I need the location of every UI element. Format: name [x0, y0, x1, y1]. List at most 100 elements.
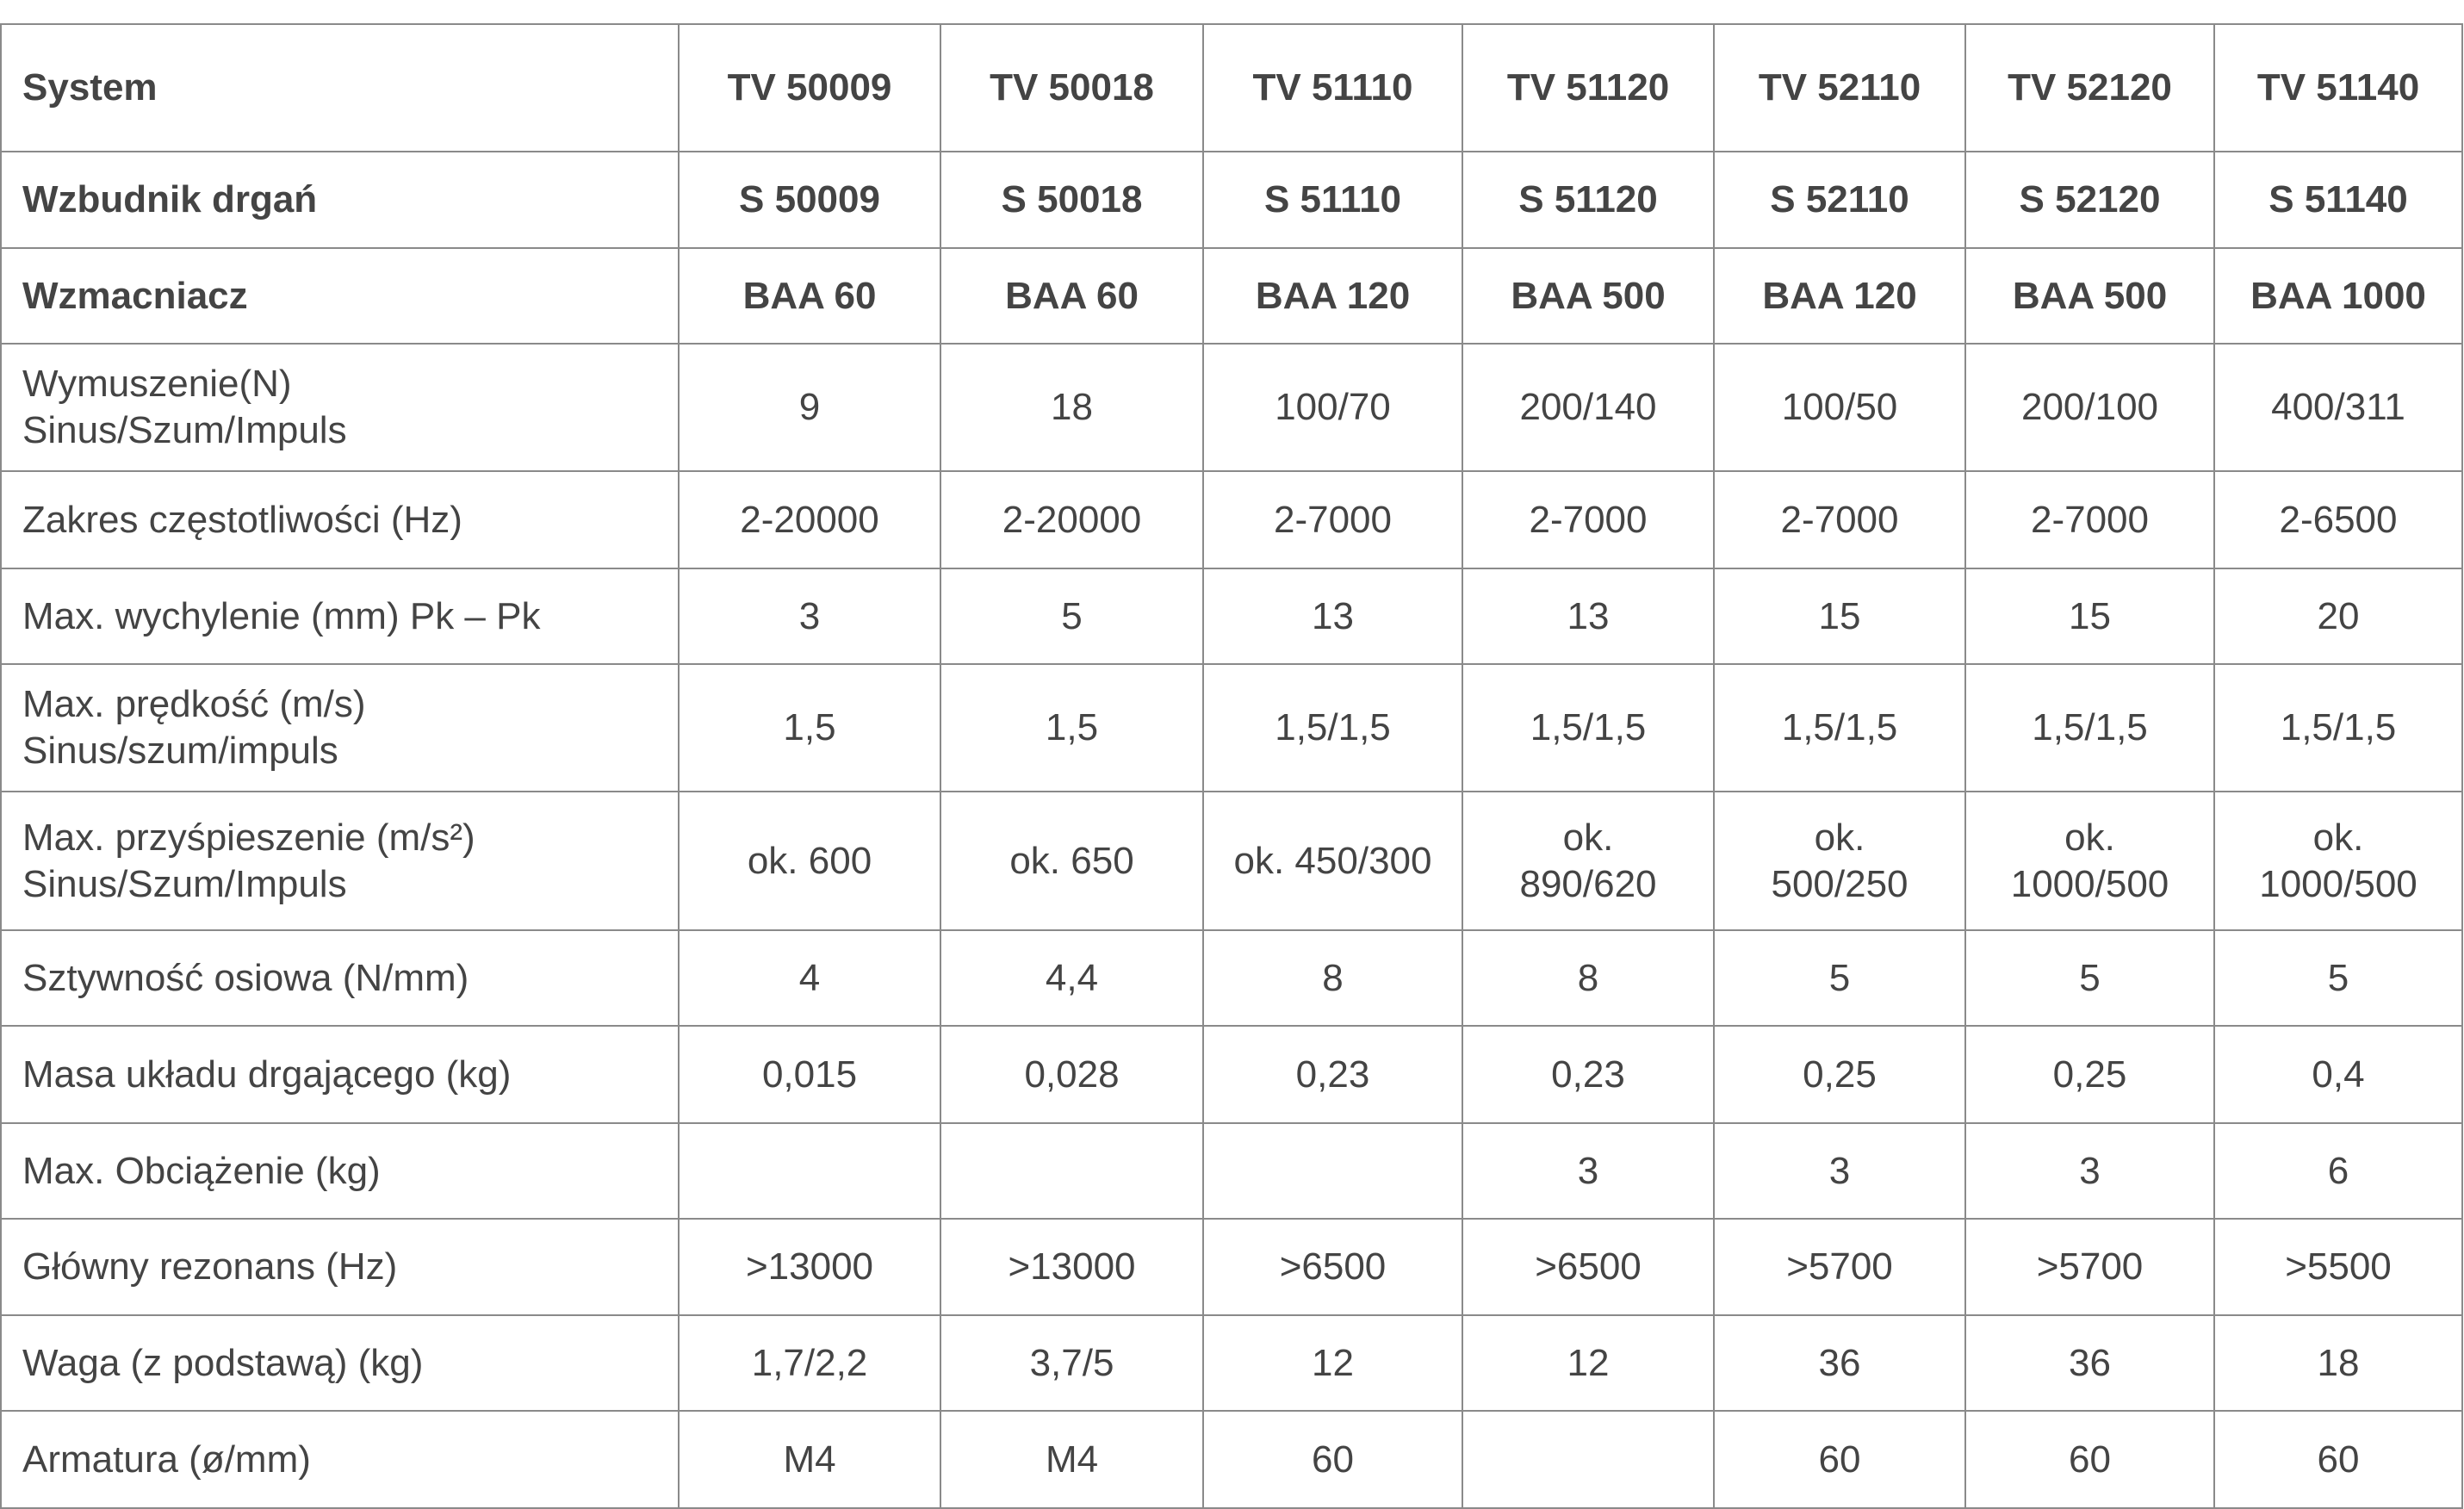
- cell: 60: [1713, 1410, 1966, 1509]
- cell: BAA 1000: [2213, 247, 2463, 345]
- row-label: Zakres częstotliwości (Hz): [0, 470, 680, 569]
- cell: BAA 120: [1713, 247, 1966, 345]
- table-row: Max. prędkość (m/s) Sinus/szum/impuls 1,5…: [0, 663, 2463, 792]
- cell: 5: [1713, 929, 1966, 1027]
- cell: ok. 1000/500: [2213, 791, 2463, 931]
- cell: S 52110: [1713, 151, 1966, 249]
- cell: 1,5/1,5: [1202, 663, 1463, 792]
- cell: 2-7000: [1713, 470, 1966, 569]
- table-body: System TV 50009 TV 50018 TV 51110 TV 51120 TV…: [0, 23, 2463, 1509]
- cell: 2-20000: [940, 470, 1204, 569]
- table-row: Waga (z podstawą) (kg) 1,7/2,2 3,7/5 12 12 36…: [0, 1314, 2463, 1412]
- cell: 20: [2213, 568, 2463, 665]
- row-label: Max. prędkość (m/s) Sinus/szum/impuls: [0, 663, 680, 792]
- row-label: Wzbudnik drgań: [0, 151, 680, 249]
- cell: 100/50: [1713, 343, 1966, 472]
- cell: 0,23: [1462, 1025, 1715, 1124]
- cell: 36: [1964, 1314, 2215, 1412]
- cell: 1,5/1,5: [2213, 663, 2463, 792]
- cell: 60: [1964, 1410, 2215, 1509]
- cell: 12: [1462, 1314, 1715, 1412]
- cell: 3: [678, 568, 941, 665]
- cell: ok. 1000/500: [1964, 791, 2215, 931]
- cell: TV 50009: [678, 23, 941, 152]
- cell: M4: [940, 1410, 1204, 1509]
- cell: S 51140: [2213, 151, 2463, 249]
- cell: 13: [1462, 568, 1715, 665]
- cell: BAA 60: [940, 247, 1204, 345]
- cell: 1,5: [940, 663, 1204, 792]
- cell: 60: [2213, 1410, 2463, 1509]
- cell: 0,25: [1964, 1025, 2215, 1124]
- cell: BAA 120: [1202, 247, 1463, 345]
- row-label: Waga (z podstawą) (kg): [0, 1314, 680, 1412]
- cell: >5700: [1964, 1218, 2215, 1316]
- cell: S 50018: [940, 151, 1204, 249]
- cell: ok. 450/300: [1202, 791, 1463, 931]
- cell: 13: [1202, 568, 1463, 665]
- cell: BAA 60: [678, 247, 941, 345]
- cell: S 51120: [1462, 151, 1715, 249]
- cell: S 50009: [678, 151, 941, 249]
- cell: >6500: [1462, 1218, 1715, 1316]
- row-label: Armatura (ø/mm): [0, 1410, 680, 1509]
- cell: >13000: [678, 1218, 941, 1316]
- cell: S 52120: [1964, 151, 2215, 249]
- table-row: Masa układu drgającego (kg) 0,015 0,028 0,2…: [0, 1025, 2463, 1124]
- cell: M4: [678, 1410, 941, 1509]
- header-row: System TV 50009 TV 50018 TV 51110 TV 51120 TV…: [0, 23, 2463, 152]
- cell: 100/70: [1202, 343, 1463, 472]
- cell: [1202, 1122, 1463, 1220]
- cell: >5700: [1713, 1218, 1966, 1316]
- cell: 1,5: [678, 663, 941, 792]
- row-label: Masa układu drgającego (kg): [0, 1025, 680, 1124]
- cell: S 51110: [1202, 151, 1463, 249]
- cell: 8: [1202, 929, 1463, 1027]
- cell: 400/311: [2213, 343, 2463, 472]
- table-row: Główny rezonans (Hz) >13000 >13000 >6500 >65…: [0, 1218, 2463, 1316]
- table-row: Wymuszenie(N) Sinus/Szum/Impuls 9 18 100/70…: [0, 343, 2463, 472]
- cell: 2-7000: [1964, 470, 2215, 569]
- table-row: Max. Obciążenie (kg) 3 3 3 6: [0, 1122, 2463, 1220]
- cell: 2-7000: [1202, 470, 1463, 569]
- cell: 1,5/1,5: [1462, 663, 1715, 792]
- cell: 4,4: [940, 929, 1204, 1027]
- cell: 1,5/1,5: [1713, 663, 1966, 792]
- cell: 0,25: [1713, 1025, 1966, 1124]
- row-label: Sztywność osiowa (N/mm): [0, 929, 680, 1027]
- table-row: Max. przyśpieszenie (m/s²) Sinus/Szum/Im…: [0, 791, 2463, 931]
- cell: 12: [1202, 1314, 1463, 1412]
- table-row: Max. wychylenie (mm) Pk – Pk 3 5 13 13 15 15 20: [0, 568, 2463, 665]
- cell: TV 52110: [1713, 23, 1966, 152]
- cell: 3: [1964, 1122, 2215, 1220]
- table-row: Wzmacniacz BAA 60 BAA 60 BAA 120 BAA 500 BAA …: [0, 247, 2463, 345]
- cell: ok. 650: [940, 791, 1204, 931]
- cell: BAA 500: [1462, 247, 1715, 345]
- table-row: Sztywność osiowa (N/mm) 4 4,4 8 8 5 5 5: [0, 929, 2463, 1027]
- cell: 8: [1462, 929, 1715, 1027]
- cell: 60: [1202, 1410, 1463, 1509]
- cell: >13000: [940, 1218, 1204, 1316]
- cell: 36: [1713, 1314, 1966, 1412]
- cell: 200/100: [1964, 343, 2215, 472]
- cell: ok. 500/250: [1713, 791, 1966, 931]
- cell: ok. 890/620: [1462, 791, 1715, 931]
- cell: TV 51110: [1202, 23, 1463, 152]
- cell: 200/140: [1462, 343, 1715, 472]
- cell: 5: [2213, 929, 2463, 1027]
- cell: 3: [1713, 1122, 1966, 1220]
- row-label: Max. przyśpieszenie (m/s²) Sinus/Szum/Im…: [0, 791, 680, 931]
- table-row: Zakres częstotliwości (Hz) 2-20000 2-20000…: [0, 470, 2463, 569]
- cell: 1,7/2,2: [678, 1314, 941, 1412]
- cell: >5500: [2213, 1218, 2463, 1316]
- cell: 4: [678, 929, 941, 1027]
- cell: 3: [1462, 1122, 1715, 1220]
- cell: 0,4: [2213, 1025, 2463, 1124]
- cell: 0,23: [1202, 1025, 1463, 1124]
- cell: 5: [1964, 929, 2215, 1027]
- row-label: Wymuszenie(N) Sinus/Szum/Impuls: [0, 343, 680, 472]
- cell: 2-20000: [678, 470, 941, 569]
- row-label: Max. wychylenie (mm) Pk – Pk: [0, 568, 680, 665]
- cell: 0,028: [940, 1025, 1204, 1124]
- cell: ok. 600: [678, 791, 941, 931]
